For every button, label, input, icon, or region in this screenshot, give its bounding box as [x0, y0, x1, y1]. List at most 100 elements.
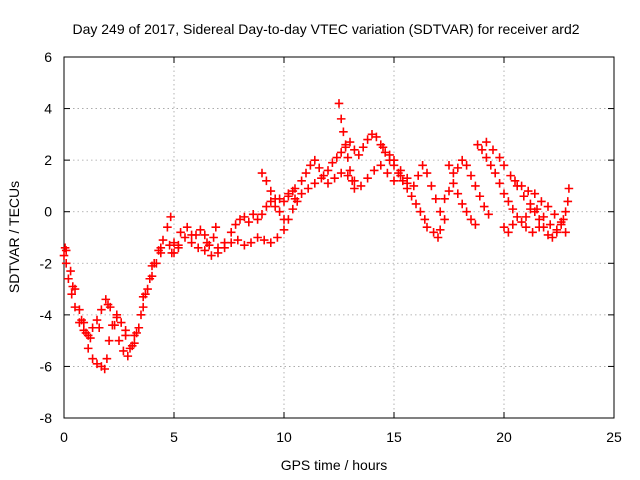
data-point [112, 310, 122, 320]
data-point [138, 302, 148, 312]
data-point [363, 173, 372, 183]
data-point [147, 261, 157, 271]
data-point [290, 194, 300, 204]
data-point [92, 315, 102, 325]
data-point [266, 238, 276, 247]
data-point [409, 181, 419, 191]
data-point [548, 233, 557, 242]
data-point [226, 228, 236, 237]
data-point [182, 222, 192, 232]
data-point [563, 197, 573, 206]
data-point [317, 173, 326, 183]
grid-lines [64, 57, 614, 418]
data-point [94, 323, 104, 333]
data-point [449, 179, 458, 188]
data-point [499, 222, 509, 232]
data-point [343, 171, 353, 180]
data-point [435, 225, 445, 235]
data-point [77, 315, 86, 325]
data-point [499, 161, 509, 170]
data-point [257, 168, 267, 178]
data-point [88, 354, 97, 363]
data-point [396, 166, 405, 175]
data-point [202, 238, 212, 247]
y-tick-label: -6 [40, 358, 53, 374]
data-point [336, 168, 346, 178]
data-point [306, 161, 315, 170]
data-point [101, 295, 111, 304]
data-point [330, 173, 339, 183]
data-point [116, 318, 126, 327]
data-point [521, 222, 531, 232]
data-point [457, 155, 467, 165]
data-point [97, 305, 106, 314]
data-point [380, 148, 390, 157]
data-point [196, 225, 205, 235]
data-point [466, 171, 476, 180]
data-points [59, 99, 574, 374]
data-point [134, 323, 144, 333]
data-point [471, 181, 480, 191]
y-tick-label: 4 [44, 101, 52, 117]
data-point [125, 344, 135, 353]
x-tick-label: 25 [606, 429, 622, 445]
x-tick-label: 20 [496, 429, 512, 445]
data-point [471, 220, 480, 229]
chart-title: Day 249 of 2017, Sidereal Day-to-day VTE… [72, 21, 579, 37]
data-point [288, 204, 298, 214]
data-point [165, 240, 174, 250]
data-point [200, 230, 210, 240]
data-point [350, 145, 359, 155]
data-point [166, 212, 175, 222]
y-tick-label: -4 [40, 307, 53, 323]
data-point [372, 132, 381, 142]
data-point [504, 197, 513, 206]
data-point [552, 225, 562, 235]
data-point [508, 220, 518, 229]
data-point [323, 179, 333, 188]
data-point [358, 142, 368, 152]
data-point [130, 338, 139, 348]
data-point [345, 137, 355, 147]
data-point [508, 204, 518, 214]
data-point [512, 212, 522, 222]
data-point [270, 194, 280, 204]
data-point [138, 292, 148, 302]
data-point [147, 271, 157, 281]
data-point [328, 158, 337, 168]
data-point [104, 336, 114, 345]
data-point [270, 202, 280, 211]
data-point [244, 217, 254, 227]
data-point [61, 258, 71, 268]
data-point [369, 166, 379, 175]
data-point [341, 140, 350, 149]
data-point [259, 235, 269, 245]
data-point [290, 184, 300, 193]
data-point [550, 209, 559, 219]
data-point [284, 191, 293, 201]
data-point [350, 184, 359, 193]
data-point [121, 326, 130, 335]
y-tick-label: 2 [44, 152, 52, 168]
data-point [169, 238, 179, 247]
data-point [473, 140, 482, 149]
data-point [534, 222, 544, 232]
data-point [211, 222, 221, 232]
y-tick-label: -8 [40, 410, 53, 426]
data-point [279, 225, 289, 235]
data-point [486, 161, 496, 170]
y-tick-labels: -8 -6 -4 -2 0 2 4 6 [40, 49, 53, 426]
data-point [422, 168, 432, 178]
data-point [279, 215, 289, 224]
data-point [475, 191, 485, 201]
data-point [130, 331, 139, 340]
data-point [253, 215, 262, 224]
data-point [248, 209, 258, 219]
data-point [398, 176, 408, 186]
data-point [60, 243, 70, 253]
data-point [336, 148, 346, 157]
data-point [420, 215, 430, 224]
data-point [561, 228, 570, 237]
data-point [462, 161, 471, 170]
data-point [479, 202, 489, 211]
